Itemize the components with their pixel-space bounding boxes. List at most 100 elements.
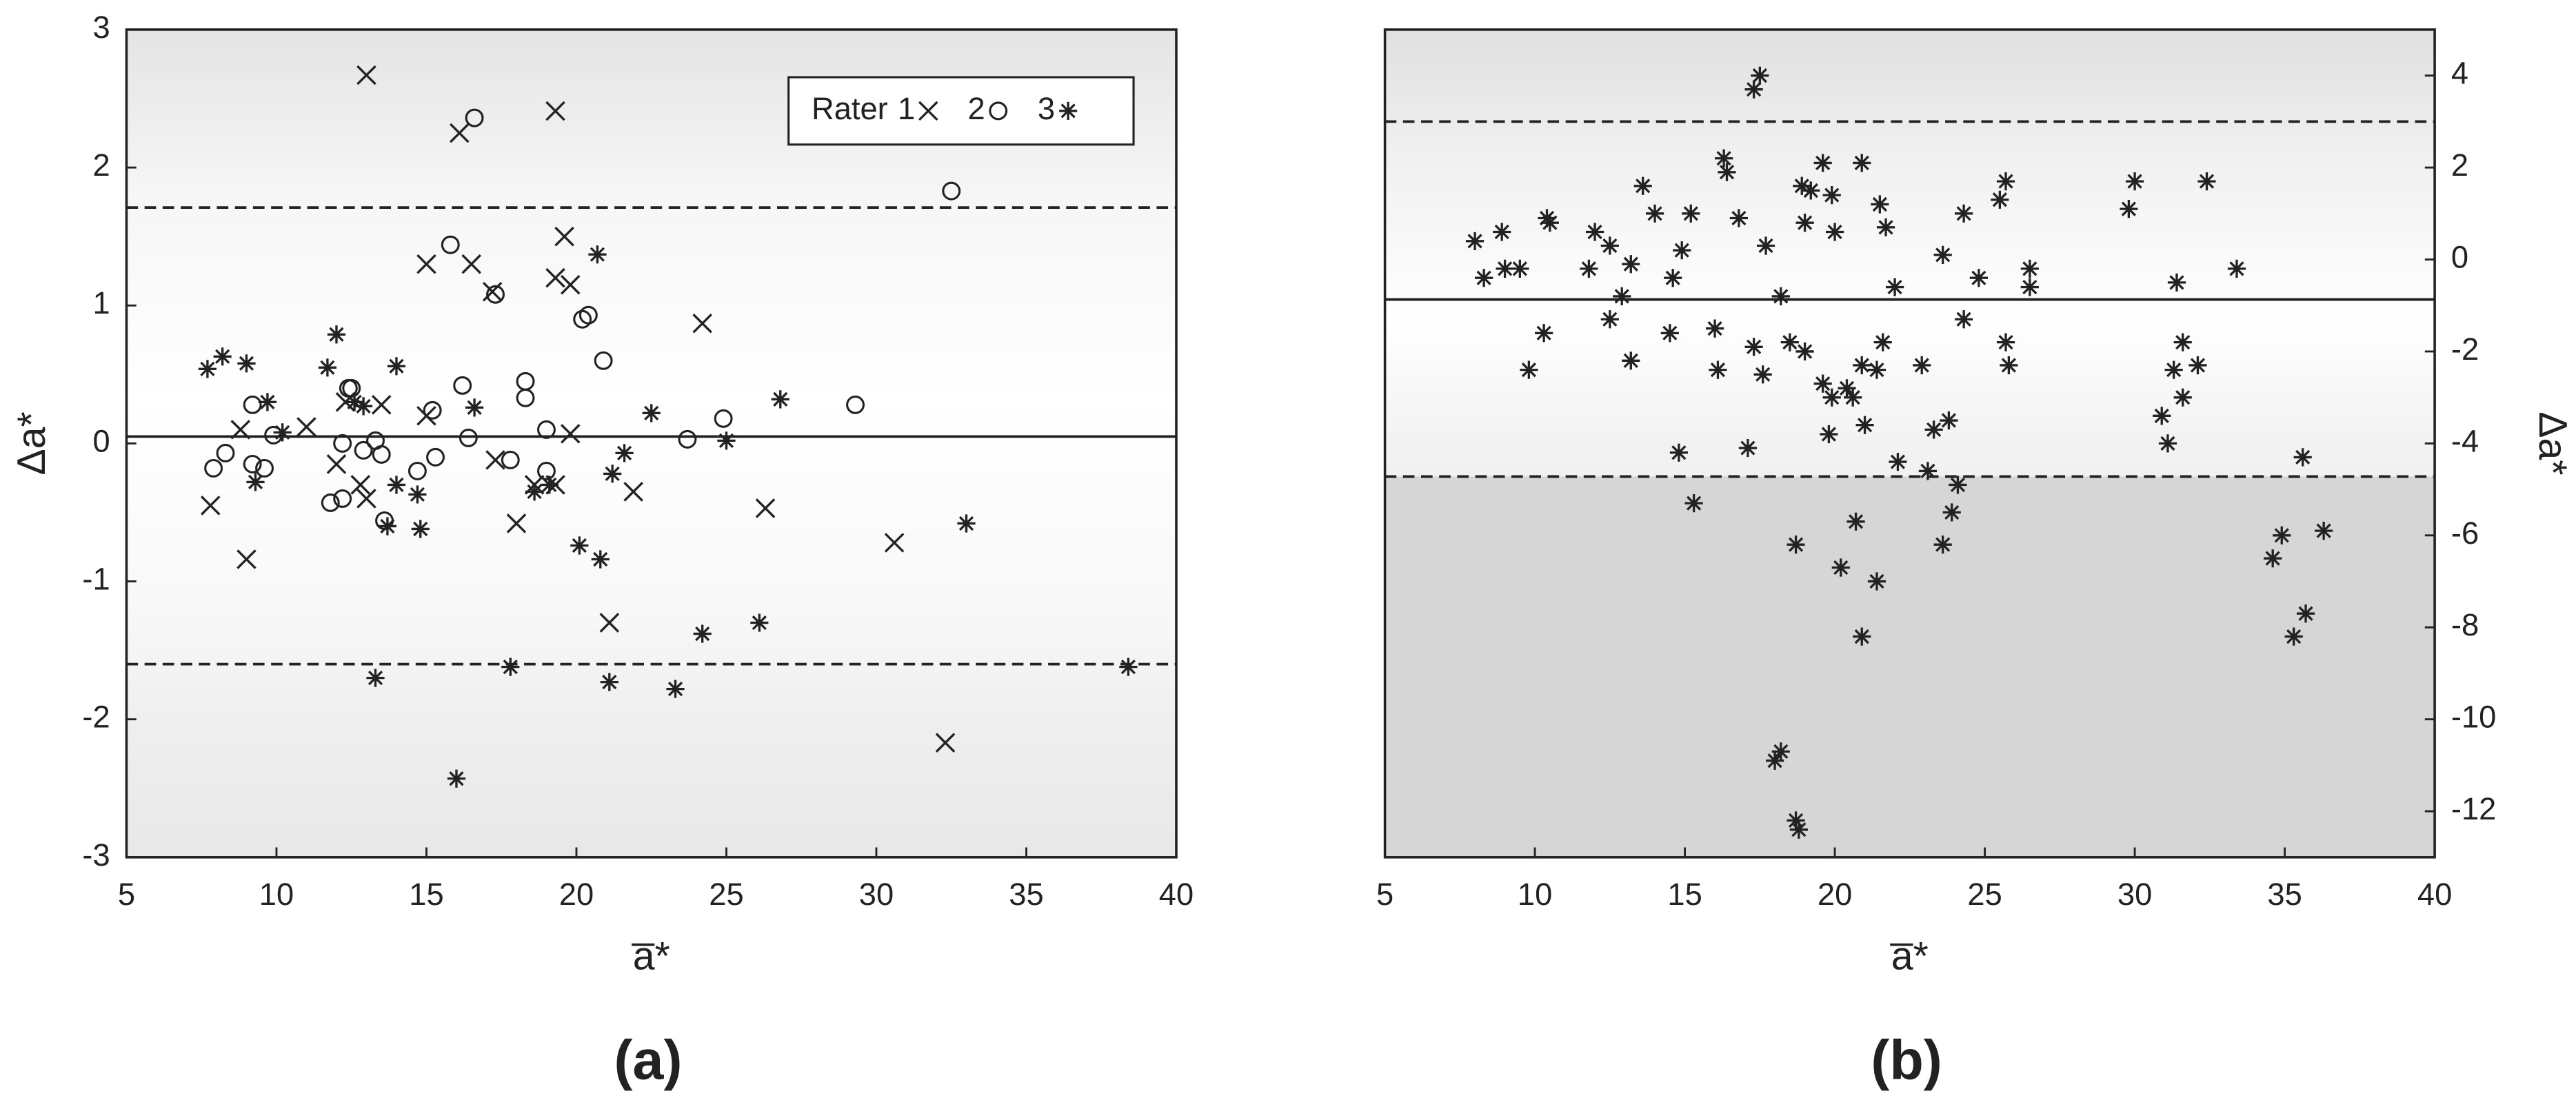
- marker: [1493, 223, 1511, 241]
- y-tick-label: 0: [92, 423, 110, 458]
- marker: [1580, 259, 1598, 278]
- marker: [1853, 154, 1871, 172]
- marker: [378, 517, 397, 536]
- y-tick-label: -10: [2451, 700, 2496, 735]
- x-tick-label: 35: [1009, 877, 1043, 912]
- marker: [1820, 425, 1838, 444]
- marker: [1465, 232, 1485, 250]
- marker: [1496, 259, 1514, 278]
- x-tick-label: 20: [1818, 877, 1852, 912]
- marker: [678, 429, 697, 449]
- marker: [1795, 342, 1814, 361]
- marker: [2020, 278, 2039, 296]
- y-tick-label: 3: [92, 10, 110, 45]
- marker: [453, 376, 472, 395]
- y-axis-label: Δa*: [10, 411, 54, 475]
- y-tick-label: -1: [82, 561, 110, 596]
- marker: [1622, 255, 1640, 274]
- marker: [1855, 416, 1874, 434]
- marker: [2284, 627, 2303, 646]
- marker: [1795, 214, 1814, 232]
- marker: [615, 444, 634, 462]
- marker: [1756, 236, 1775, 255]
- y-tick-label: -2: [2451, 332, 2479, 367]
- series: [1465, 66, 2333, 839]
- marker: [2158, 434, 2177, 453]
- marker: [333, 434, 352, 453]
- marker: [1847, 512, 1865, 531]
- marker: [200, 496, 221, 516]
- marker: [1867, 360, 1886, 379]
- marker: [273, 423, 292, 442]
- marker: [1771, 742, 1790, 761]
- marker: [1511, 259, 1529, 278]
- marker: [501, 658, 520, 676]
- marker: [1991, 190, 2009, 209]
- marker: [506, 513, 527, 533]
- marker: [1825, 223, 1844, 241]
- marker: [1955, 310, 1973, 329]
- marker: [465, 398, 484, 417]
- x-tick-label: 20: [559, 877, 594, 912]
- marker: [2173, 388, 2192, 407]
- marker: [204, 458, 223, 478]
- marker: [884, 533, 905, 553]
- marker: [333, 489, 352, 508]
- marker: [1753, 365, 1772, 384]
- marker: [1942, 503, 1961, 522]
- marker: [1705, 319, 1724, 338]
- marker: [1793, 176, 1811, 195]
- plot-background: [126, 29, 1176, 857]
- marker: [485, 450, 505, 470]
- marker: [246, 473, 265, 491]
- marker: [230, 420, 251, 440]
- marker: [1119, 658, 1138, 676]
- y-tick-label: -2: [82, 700, 110, 735]
- marker: [296, 417, 316, 437]
- legend-label: 1: [898, 91, 915, 126]
- marker: [2293, 448, 2312, 467]
- marker: [356, 65, 376, 85]
- marker: [2227, 259, 2246, 278]
- marker: [918, 101, 938, 121]
- marker: [216, 443, 235, 462]
- marker: [372, 445, 391, 464]
- marker: [408, 485, 427, 504]
- marker: [2264, 549, 2282, 568]
- marker: [326, 454, 347, 474]
- marker: [1871, 195, 1889, 214]
- marker: [1664, 269, 1682, 287]
- marker: [213, 347, 232, 366]
- marker: [1996, 172, 2015, 191]
- marker: [255, 458, 274, 478]
- marker: [371, 395, 392, 415]
- marker: [1933, 245, 1952, 264]
- marker: [1955, 204, 1973, 223]
- y-tick-label: 1: [92, 285, 110, 320]
- marker: [1813, 154, 1832, 172]
- marker: [578, 305, 598, 325]
- marker: [356, 489, 376, 509]
- marker: [318, 358, 337, 377]
- marker: [714, 409, 733, 428]
- marker: [1822, 388, 1841, 407]
- marker: [258, 393, 277, 411]
- marker: [1765, 751, 1784, 770]
- marker: [2164, 360, 2183, 379]
- marker: [1918, 462, 1938, 480]
- x-tick-label: 30: [2117, 877, 2152, 912]
- marker: [846, 395, 865, 414]
- marker: [1475, 269, 1493, 287]
- marker: [2020, 259, 2039, 278]
- legend-title: Rater: [812, 91, 888, 126]
- marker: [243, 395, 262, 414]
- x-tick-label: 35: [2267, 877, 2302, 912]
- marker: [426, 447, 445, 467]
- marker: [545, 267, 565, 288]
- marker: [198, 360, 217, 378]
- marker: [1789, 820, 1808, 839]
- x-axis-label: a̅*: [1890, 935, 1929, 979]
- marker: [771, 390, 789, 409]
- marker: [1535, 324, 1553, 343]
